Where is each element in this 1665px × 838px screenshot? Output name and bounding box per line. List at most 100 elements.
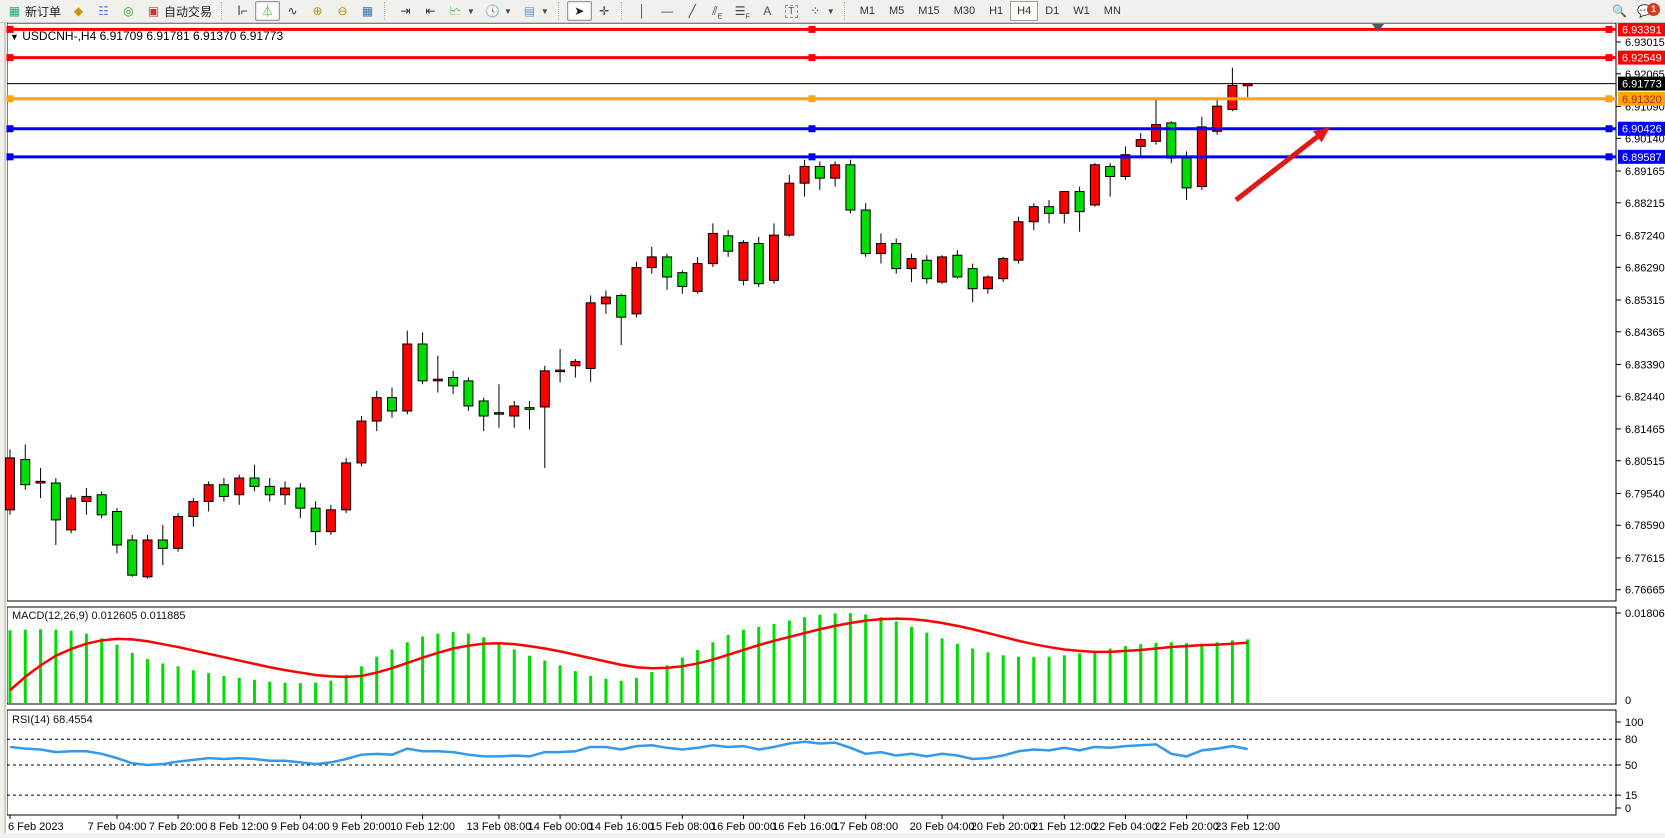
channel-tool[interactable]: ⫽E (705, 1, 730, 21)
candle-body-down (814, 165, 825, 179)
chart-dropdown-icon[interactable]: ▼ (10, 32, 19, 42)
candle-body-up (998, 258, 1009, 280)
support-line-1-handle[interactable] (6, 125, 14, 133)
time-tick-label: 14 Feb 16:00 (589, 821, 654, 833)
support-line-2-handle[interactable] (6, 153, 14, 161)
resistance-line-1-handle[interactable] (1605, 25, 1613, 33)
timeframe-d1[interactable]: D1 (1045, 5, 1060, 17)
resistance-line-2-handle[interactable] (1605, 54, 1613, 62)
data-window-button[interactable]: ☷ (91, 1, 116, 21)
time-tick-label: 16 Feb 16:00 (772, 821, 837, 833)
resistance-line-1-handle[interactable] (808, 25, 816, 33)
candle-body-down (417, 343, 428, 382)
candle-body-up (203, 484, 214, 502)
annotation-arrow-shaft[interactable] (1234, 134, 1319, 202)
candle-body-up (906, 258, 917, 270)
timeframe-h4[interactable]: H4 (1010, 1, 1039, 21)
line-price-label-box (1618, 50, 1665, 65)
chart-title: ▼ USDCNH-,H4 6.91709 6.91781 6.91370 6.9… (10, 29, 284, 43)
chevron-down-icon: ▼ (467, 6, 475, 16)
timeframe-m5[interactable]: M5 (889, 5, 905, 17)
candle-body-down (723, 235, 734, 252)
tile-windows-button[interactable]: ▦ (355, 1, 380, 21)
time-tick-label: 10 Feb 12:00 (390, 821, 455, 833)
zoom-in-button[interactable]: ⊕ (305, 1, 330, 21)
timeframe-mn[interactable]: MN (1103, 5, 1121, 17)
candle-body-down (20, 459, 31, 486)
resistance-line-2-handle[interactable] (808, 54, 816, 62)
candle-body-up (600, 296, 611, 305)
search-button[interactable]: 🔍 (1607, 1, 1632, 21)
timeframe-h1[interactable]: H1 (989, 5, 1004, 17)
time-tick-label: 14 Feb 00:00 (528, 821, 593, 833)
main-toolbar: ▦ 新订单 ◆ ☷ ◎ ▣ 自动交易 ⅼ⌐ ⏃ ∿ ⊕ ⊖ ▦ ⇥ ⇤ 🗠 ▼ 🕓… (0, 0, 1665, 23)
candle-body-down (264, 485, 275, 496)
time-tick-label: 20 Feb 20:00 (971, 821, 1036, 833)
text-tool[interactable]: A (755, 1, 780, 21)
candle-body-up (585, 302, 596, 369)
line-chart-button[interactable]: ∿ (280, 1, 305, 21)
candle-body-up (738, 241, 749, 281)
candle-body-up (937, 256, 948, 283)
candle-body-down (967, 268, 978, 290)
fibonacci-tool[interactable]: ☰F (730, 1, 755, 21)
auto-scroll-button[interactable]: ⇥ (393, 1, 418, 21)
pivot-line-handle[interactable] (808, 95, 816, 103)
new-order-button[interactable]: ▦ 新订单 (2, 1, 66, 21)
timeframe-m30[interactable]: M30 (953, 5, 976, 17)
vertical-line-tool[interactable]: │ (630, 1, 655, 21)
macd-panel (6, 606, 1617, 705)
trendline-tool[interactable]: ╱ (680, 1, 705, 21)
price-tick-label: 6.79540 (1625, 488, 1665, 500)
candle-body-up (555, 369, 566, 373)
notifications-button[interactable]: 💬 1 (1632, 1, 1660, 21)
arrows-tool[interactable]: ⁘ ▼ (803, 1, 840, 21)
line-price-label: 6.89587 (1622, 152, 1662, 164)
periods-button[interactable]: 🕓 ▼ (480, 1, 517, 21)
equidistant-channel-icon: ⫽E (712, 3, 723, 20)
price-tick-label: 6.76665 (1625, 585, 1665, 597)
chart-shift-marker[interactable] (1372, 24, 1384, 32)
timeframe-m15[interactable]: M15 (918, 5, 940, 17)
support-line-1-handle[interactable] (808, 125, 816, 133)
bar-chart-button[interactable]: ⅼ⌐ (230, 1, 255, 21)
chart-canvas: 6.930156.920656.910906.901406.891656.882… (0, 23, 1665, 838)
cursor-tool-button[interactable]: ➤ (566, 1, 592, 21)
zoom-out-icon: ⊖ (337, 3, 348, 18)
rsi-axis-label: 80 (1625, 734, 1637, 746)
resistance-line-1-handle[interactable] (6, 25, 14, 33)
chart-shift-button[interactable]: ⇤ (418, 1, 443, 21)
candle-body-down (310, 507, 321, 533)
timeframe-w1[interactable]: W1 (1073, 5, 1090, 17)
candle-body-up (371, 397, 382, 422)
market-watch-button[interactable]: ◆ (66, 1, 91, 21)
annotation-arrow-head[interactable] (1313, 127, 1330, 143)
auto-trading-button[interactable]: ▣ 自动交易 (141, 1, 217, 21)
price-tick-label: 6.78590 (1625, 520, 1665, 532)
time-tick-label: 22 Feb 04:00 (1093, 821, 1158, 833)
support-line-2-handle[interactable] (1605, 153, 1613, 161)
resistance-line-2-handle[interactable] (6, 54, 14, 62)
navigator-button[interactable]: ◎ (116, 1, 141, 21)
support-line-2-handle[interactable] (808, 153, 816, 161)
horizontal-line-tool[interactable]: — (655, 1, 680, 21)
crosshair-icon: ✛ (599, 3, 610, 18)
support-line-1-handle[interactable] (1605, 125, 1613, 133)
candle-body-up (1151, 124, 1161, 142)
pivot-line-handle[interactable] (6, 95, 14, 103)
add-indicator-button[interactable]: 🗠 ▼ (443, 1, 480, 21)
candle-body-up (5, 457, 15, 511)
price-tick-label: 6.90140 (1625, 133, 1665, 145)
candlestick-chart-button[interactable]: ⏃ (255, 1, 281, 21)
crosshair-tool-button[interactable]: ✛ (592, 1, 617, 21)
chevron-down-icon: ▼ (540, 6, 549, 16)
rsi-line (9, 740, 1248, 767)
timeframe-m1[interactable]: M1 (859, 5, 875, 17)
pivot-line-handle[interactable] (1605, 95, 1613, 103)
candle-body-down (677, 272, 688, 287)
text-label-tool[interactable]: T (780, 1, 803, 21)
zoom-out-button[interactable]: ⊖ (330, 1, 355, 21)
candle-body-down (1044, 206, 1055, 214)
templates-button[interactable]: ▤ ▼ (517, 1, 554, 21)
